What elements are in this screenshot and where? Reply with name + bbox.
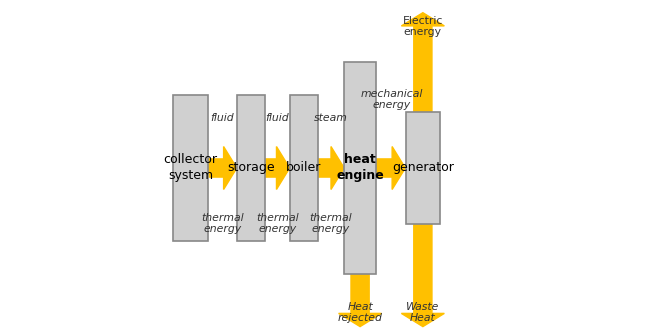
Text: thermal
energy: thermal energy: [310, 213, 352, 234]
Text: boiler: boiler: [286, 162, 322, 174]
Text: heat
engine: heat engine: [336, 154, 384, 182]
Text: mechanical
energy: mechanical energy: [360, 89, 422, 110]
FancyBboxPatch shape: [344, 62, 376, 274]
FancyArrow shape: [208, 146, 237, 190]
Text: Electric
energy: Electric energy: [402, 16, 443, 38]
Text: Heat
rejected: Heat rejected: [338, 302, 383, 324]
FancyArrow shape: [265, 146, 290, 190]
Text: fluid: fluid: [265, 113, 289, 123]
FancyBboxPatch shape: [237, 95, 265, 241]
Text: Waste
Heat: Waste Heat: [406, 302, 440, 324]
FancyArrow shape: [338, 274, 381, 327]
FancyBboxPatch shape: [173, 95, 208, 241]
Text: collector
system: collector system: [164, 154, 218, 182]
FancyArrow shape: [375, 146, 405, 190]
FancyArrow shape: [318, 146, 344, 190]
Text: thermal
energy: thermal energy: [201, 213, 244, 234]
Text: steam: steam: [314, 113, 348, 123]
Text: fluid: fluid: [211, 113, 234, 123]
FancyBboxPatch shape: [290, 95, 318, 241]
Text: generator: generator: [392, 162, 454, 174]
FancyArrow shape: [401, 13, 444, 112]
FancyBboxPatch shape: [406, 112, 440, 224]
Text: thermal
energy: thermal energy: [256, 213, 299, 234]
FancyArrow shape: [401, 224, 444, 327]
Text: storage: storage: [227, 162, 275, 174]
